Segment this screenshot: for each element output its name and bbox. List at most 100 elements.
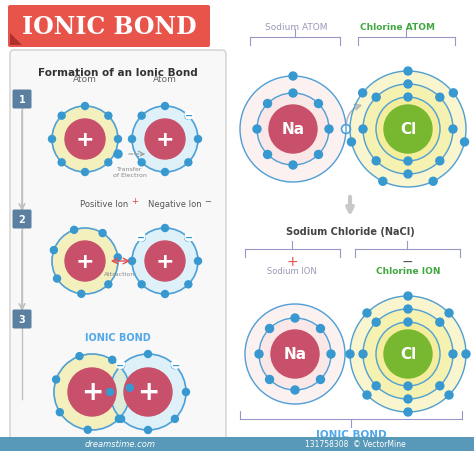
- Circle shape: [372, 382, 380, 390]
- Circle shape: [363, 391, 371, 399]
- Text: IONIC BOND: IONIC BOND: [85, 332, 151, 342]
- Circle shape: [172, 361, 180, 368]
- Circle shape: [118, 362, 125, 369]
- Circle shape: [436, 157, 444, 166]
- Circle shape: [124, 368, 172, 416]
- Text: Formation of an Ionic Bond: Formation of an Ionic Bond: [38, 68, 198, 78]
- Circle shape: [253, 126, 261, 133]
- Text: +: +: [286, 254, 298, 268]
- Circle shape: [376, 322, 440, 386]
- Circle shape: [404, 94, 412, 102]
- Circle shape: [384, 106, 432, 154]
- Circle shape: [185, 281, 192, 288]
- Circle shape: [48, 136, 55, 143]
- Circle shape: [291, 386, 299, 394]
- Circle shape: [449, 126, 457, 133]
- Circle shape: [350, 72, 466, 188]
- FancyBboxPatch shape: [12, 90, 31, 109]
- Circle shape: [259, 318, 331, 390]
- Circle shape: [114, 151, 122, 159]
- Text: +: +: [155, 252, 174, 272]
- Circle shape: [265, 376, 273, 384]
- Circle shape: [289, 161, 297, 170]
- Circle shape: [82, 103, 89, 110]
- Circle shape: [50, 247, 57, 254]
- Circle shape: [291, 314, 299, 322]
- Polygon shape: [10, 34, 22, 46]
- Circle shape: [162, 291, 168, 298]
- Text: 1: 1: [18, 95, 26, 105]
- Circle shape: [172, 362, 178, 369]
- Circle shape: [350, 296, 466, 412]
- Text: −: −: [401, 254, 413, 268]
- Circle shape: [52, 107, 118, 173]
- Circle shape: [255, 350, 263, 358]
- Circle shape: [363, 309, 453, 399]
- Circle shape: [138, 113, 145, 120]
- Circle shape: [145, 120, 185, 160]
- Circle shape: [445, 391, 453, 399]
- Circle shape: [404, 81, 412, 89]
- Text: Chlorine ION: Chlorine ION: [376, 267, 440, 276]
- Text: 3: 3: [18, 314, 26, 324]
- Text: −: −: [185, 110, 193, 121]
- Circle shape: [105, 160, 112, 166]
- Circle shape: [52, 229, 118, 295]
- Circle shape: [404, 305, 412, 313]
- Text: Sodium ATOM: Sodium ATOM: [265, 23, 327, 32]
- Circle shape: [194, 258, 201, 265]
- Circle shape: [138, 281, 145, 288]
- Text: Attraction: Attraction: [104, 272, 136, 276]
- Circle shape: [240, 77, 346, 183]
- Circle shape: [404, 408, 412, 416]
- Circle shape: [172, 415, 178, 423]
- Circle shape: [58, 160, 65, 166]
- Text: Sodium ION: Sodium ION: [267, 267, 317, 276]
- Circle shape: [118, 415, 125, 423]
- Text: Negative Ion: Negative Ion: [148, 200, 201, 209]
- Circle shape: [359, 126, 367, 133]
- Circle shape: [359, 350, 367, 358]
- Circle shape: [404, 292, 412, 300]
- Circle shape: [78, 290, 85, 298]
- Circle shape: [115, 136, 121, 143]
- Circle shape: [114, 254, 121, 261]
- Circle shape: [245, 304, 345, 404]
- Text: Na: Na: [283, 347, 307, 362]
- Circle shape: [182, 389, 190, 396]
- Circle shape: [185, 112, 193, 120]
- Text: +: +: [155, 130, 174, 150]
- Text: Atom: Atom: [153, 75, 177, 84]
- Circle shape: [109, 357, 116, 364]
- Circle shape: [138, 235, 145, 242]
- FancyBboxPatch shape: [8, 6, 210, 48]
- Circle shape: [264, 151, 272, 159]
- Text: +: +: [137, 379, 159, 405]
- Text: Transfer
of Electron: Transfer of Electron: [113, 166, 147, 177]
- Circle shape: [145, 351, 152, 358]
- Circle shape: [372, 157, 380, 166]
- Circle shape: [117, 361, 124, 368]
- Circle shape: [436, 382, 444, 390]
- Circle shape: [68, 368, 116, 416]
- Text: Na: Na: [282, 122, 305, 137]
- Circle shape: [314, 151, 322, 159]
- Text: dreamstime.com: dreamstime.com: [84, 440, 155, 448]
- Circle shape: [289, 90, 297, 98]
- Circle shape: [185, 113, 192, 120]
- Circle shape: [449, 90, 457, 97]
- Circle shape: [71, 227, 78, 234]
- Text: −: −: [204, 197, 211, 206]
- Circle shape: [429, 178, 437, 186]
- Circle shape: [314, 100, 322, 108]
- Circle shape: [317, 376, 325, 384]
- Circle shape: [449, 350, 457, 358]
- Circle shape: [107, 389, 113, 396]
- Circle shape: [105, 281, 112, 288]
- Circle shape: [346, 350, 354, 358]
- Circle shape: [404, 318, 412, 326]
- Circle shape: [404, 382, 412, 390]
- Circle shape: [359, 90, 367, 97]
- Circle shape: [436, 318, 444, 327]
- Circle shape: [58, 113, 65, 120]
